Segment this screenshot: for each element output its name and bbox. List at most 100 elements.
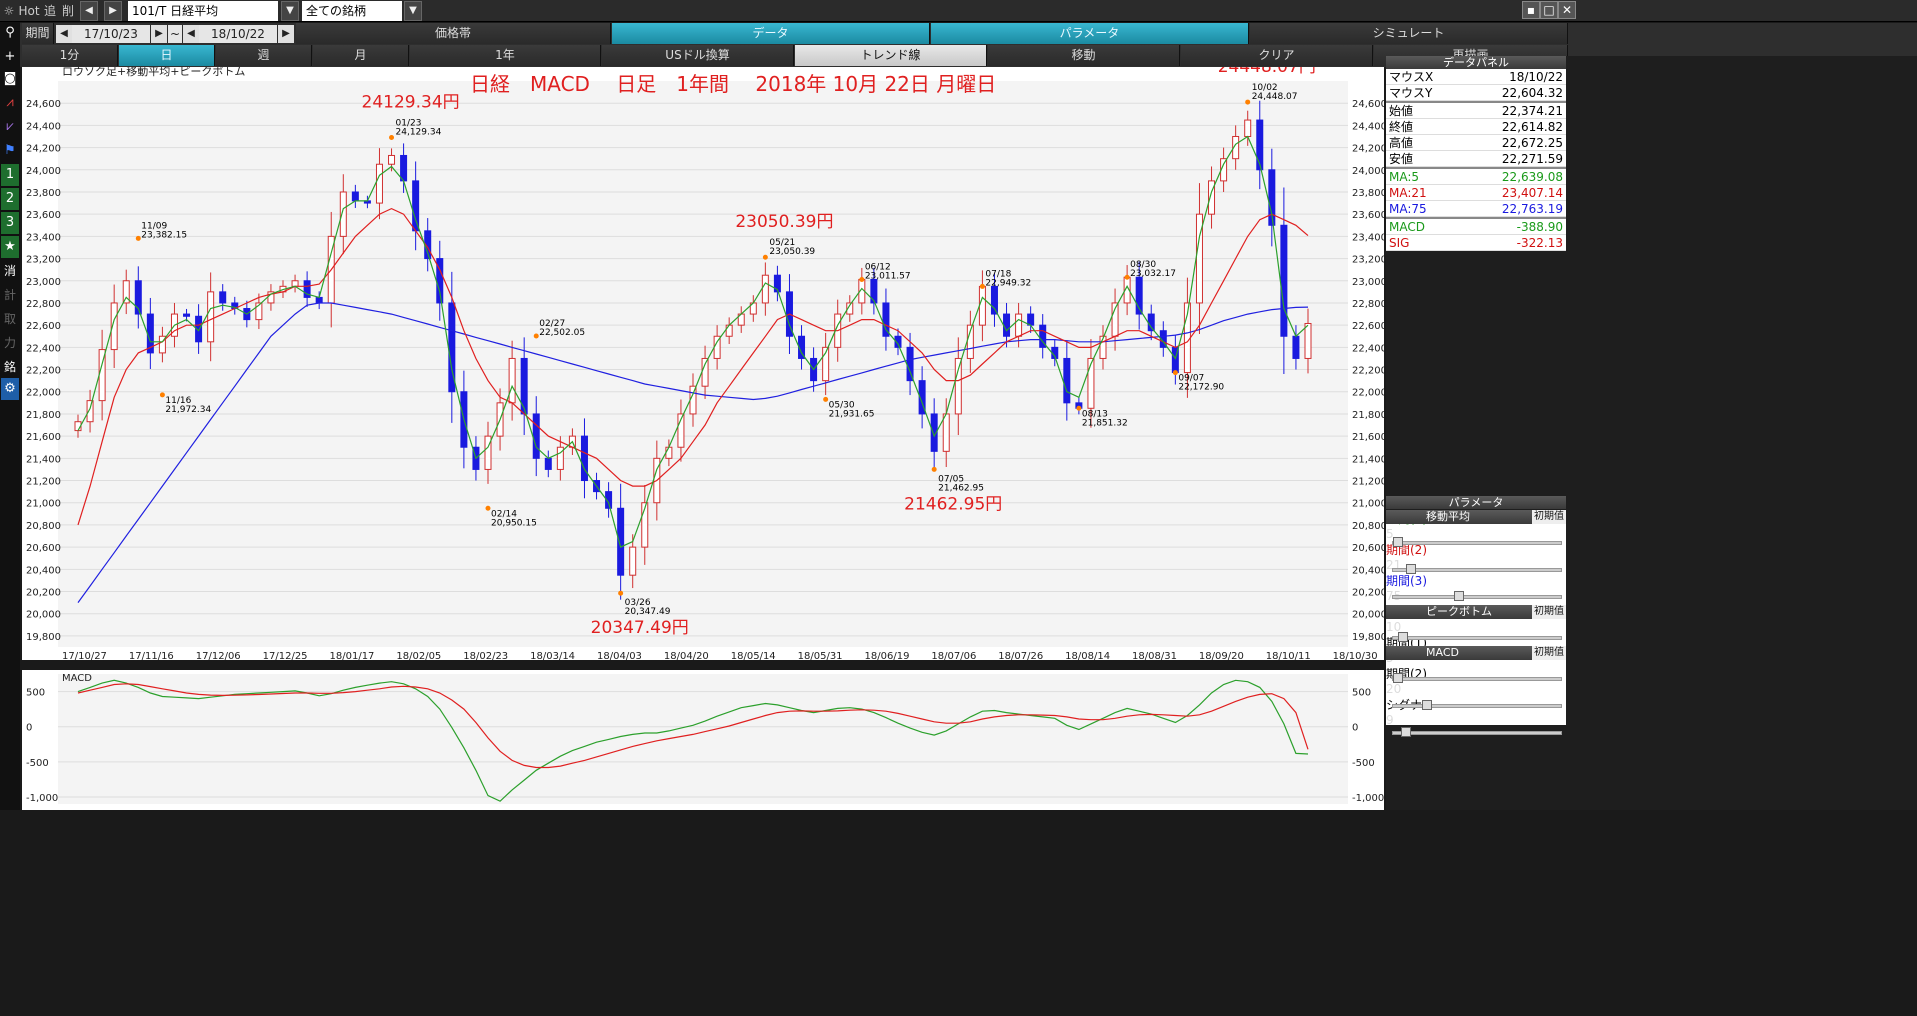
peak-date-label: 05/30 xyxy=(829,400,855,410)
param-slider[interactable] xyxy=(1392,591,1562,601)
macd-line xyxy=(77,679,1309,802)
minimize-button[interactable]: ▪ xyxy=(1522,1,1540,19)
flag-icon[interactable]: ⚑ xyxy=(4,143,16,158)
tab-price-band[interactable]: 価格帯 xyxy=(296,23,611,44)
candle-body xyxy=(1232,135,1240,160)
param-value[interactable]: 9 xyxy=(1386,713,1394,727)
tab-week[interactable]: 週 xyxy=(216,45,312,66)
chart-headline: 日経 MACD 日足 1年間 2018年 10月 22日 月曜日 xyxy=(470,72,996,96)
next-button[interactable]: ▶ xyxy=(104,1,122,21)
tab-parameter[interactable]: パラメータ xyxy=(931,23,1249,44)
calc-icon[interactable]: 計 xyxy=(3,288,16,302)
param-slider[interactable] xyxy=(1392,700,1562,710)
data-row-key: 終値 xyxy=(1389,120,1414,134)
tab-month[interactable]: 月 xyxy=(313,45,409,66)
delete-button[interactable]: 削 xyxy=(61,4,74,18)
peak-marker xyxy=(135,235,141,241)
brand-icon[interactable]: 銘 xyxy=(3,360,16,374)
tab-clear[interactable]: クリア xyxy=(1181,45,1373,66)
y-tick-label-right: 20,400 xyxy=(1352,565,1384,576)
param-slider[interactable] xyxy=(1392,727,1562,737)
y-tick-label-left: 20,200 xyxy=(26,588,61,599)
gear-icon[interactable]: ⚙ xyxy=(1,378,19,400)
y-tick-label-right: 24,000 xyxy=(1352,166,1384,177)
symbol-dropdown-icon[interactable]: ▼ xyxy=(281,1,299,21)
x-tick-label: 18/03/14 xyxy=(530,651,575,660)
peak-value-label: 22,949.32 xyxy=(985,278,1031,288)
add-button[interactable]: 追 xyxy=(43,4,56,18)
bulb-icon[interactable]: ☼ xyxy=(3,4,15,18)
slider-thumb[interactable] xyxy=(1453,591,1464,601)
data-row: 終値 22,614.82 xyxy=(1386,119,1566,135)
y-tick-label-right: 21,600 xyxy=(1352,432,1384,443)
indicator-icon[interactable]: ⩗ xyxy=(6,119,14,134)
universe-dropdown-icon[interactable]: ▼ xyxy=(404,1,422,21)
hot-button[interactable]: Hot xyxy=(18,4,40,18)
peak-marker xyxy=(1076,405,1082,411)
tab-1year[interactable]: 1年 xyxy=(410,45,601,66)
y-tick-label-left: 21,600 xyxy=(26,432,61,443)
reset-button[interactable]: 初期值 xyxy=(1532,510,1566,524)
y-tick-label-left: 20,600 xyxy=(26,543,61,554)
slider-thumb[interactable] xyxy=(1421,700,1432,710)
to-next-icon[interactable]: ▶ xyxy=(278,25,294,43)
tab-data[interactable]: データ xyxy=(612,23,930,44)
reset-button[interactable]: 初期值 xyxy=(1532,605,1566,619)
close-button[interactable]: ✕ xyxy=(1558,1,1576,19)
candle-body xyxy=(532,413,540,459)
crosshair-icon[interactable]: + xyxy=(4,49,16,64)
to-prev-icon[interactable]: ◀ xyxy=(183,25,199,43)
macd-chart[interactable]: 500 500 0 0 -500 -500 -1,000 -1,000 MACD xyxy=(22,670,1384,810)
tab-usd[interactable]: USドル換算 xyxy=(602,45,794,66)
take-icon[interactable]: 取 xyxy=(3,312,16,326)
param-slider[interactable] xyxy=(1392,673,1562,683)
slider-thumb[interactable] xyxy=(1393,673,1403,683)
to-date-input[interactable]: 18/10/22 xyxy=(199,25,277,43)
tab-trendline[interactable]: トレンド線 xyxy=(795,45,987,66)
erase-icon[interactable]: 消 xyxy=(3,264,16,278)
slider-thumb[interactable] xyxy=(1397,632,1408,642)
param-value[interactable]: 5 xyxy=(1386,527,1394,541)
tab-day[interactable]: 日 xyxy=(119,45,215,66)
y-tick-label-left: 23,400 xyxy=(26,232,61,243)
period-label: 期間 xyxy=(22,23,54,44)
star-icon[interactable]: ★ xyxy=(1,236,19,258)
slot-2-icon[interactable]: 2 xyxy=(1,188,19,210)
power-icon[interactable]: 力 xyxy=(3,336,16,350)
maximize-button[interactable]: □ xyxy=(1540,1,1558,19)
prev-button[interactable]: ◀ xyxy=(80,1,98,21)
y-tick-label-left: 24,400 xyxy=(26,121,61,132)
reset-button[interactable]: 初期值 xyxy=(1532,646,1566,660)
tab-1min[interactable]: 1分 xyxy=(22,45,118,66)
param-value[interactable]: 20 xyxy=(1386,682,1402,696)
tab-simulate[interactable]: シミュレート xyxy=(1250,23,1568,44)
slot-1-icon[interactable]: 1 xyxy=(1,164,19,186)
param-slider[interactable] xyxy=(1392,632,1562,642)
candle-body xyxy=(556,446,564,470)
search-icon[interactable]: ⚲ xyxy=(5,25,15,40)
data-row-key: マウスX xyxy=(1389,70,1434,84)
universe-select[interactable]: 全ての銘柄 xyxy=(302,1,402,21)
param-value[interactable]: 10 xyxy=(1386,620,1402,634)
from-next-icon[interactable]: ▶ xyxy=(151,25,167,43)
price-chart[interactable]: 01/23 24,129.34 24129.34円 03/26 20,347.49 203… xyxy=(22,57,1387,662)
slot-3-icon[interactable]: 3 xyxy=(1,212,19,234)
param-slider[interactable] xyxy=(1392,564,1562,574)
slider-thumb[interactable] xyxy=(1393,537,1403,547)
y-tick-label-right: 20,200 xyxy=(1352,588,1384,599)
symbol-select[interactable]: 101/T 日経平均 xyxy=(128,1,278,21)
candle-body xyxy=(412,180,420,232)
line-chart-icon[interactable]: ⩘ xyxy=(6,95,14,110)
tab-move[interactable]: 移動 xyxy=(988,45,1180,66)
camera-icon[interactable]: ◙ xyxy=(3,71,17,86)
y-tick-label-left: 22,600 xyxy=(26,321,61,332)
slider-thumb[interactable] xyxy=(1405,564,1416,574)
from-prev-icon[interactable]: ◀ xyxy=(56,25,72,43)
slider-thumb[interactable] xyxy=(1401,727,1411,737)
data-row: マウスX 18/10/22 xyxy=(1386,69,1566,85)
candle-body xyxy=(315,296,323,304)
candle-body xyxy=(134,280,142,315)
param-slider[interactable] xyxy=(1392,537,1562,547)
from-date-input[interactable]: 17/10/23 xyxy=(72,25,150,43)
macd-y-tick-right: 500 xyxy=(1352,688,1371,699)
